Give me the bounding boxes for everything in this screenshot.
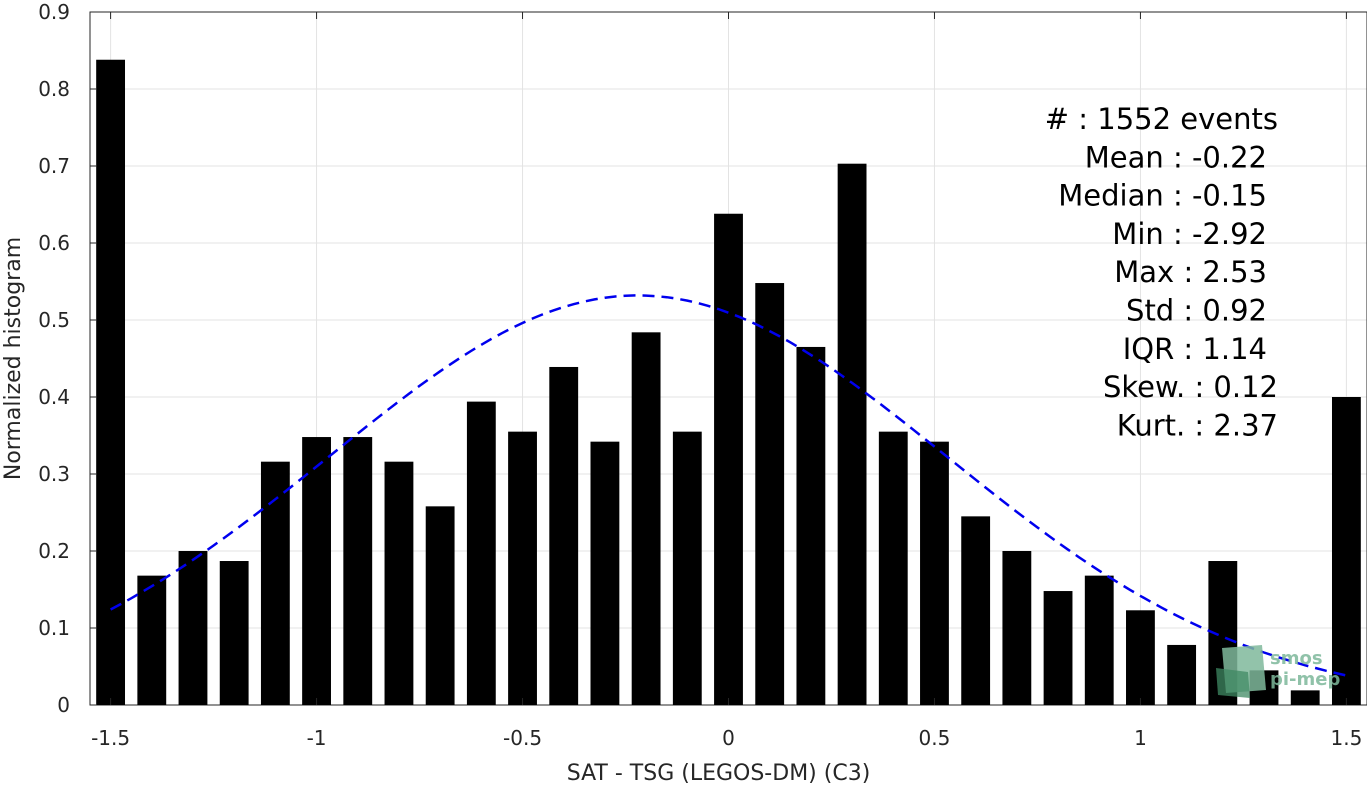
- stat-line: Median : -0.15: [1058, 179, 1267, 213]
- x-axis-label: SAT - TSG (LEGOS-DM) (C3): [567, 761, 871, 785]
- stat-line: Std : 0.92: [1126, 294, 1267, 328]
- histogram-bar: [1290, 690, 1320, 705]
- stat-line: Mean : -0.22: [1085, 140, 1267, 174]
- histogram-bar: [1331, 397, 1361, 705]
- logo-mark-shadow-icon: [1216, 668, 1250, 698]
- x-tick-label: 1.5: [1330, 726, 1362, 750]
- histogram-bar: [1043, 591, 1073, 705]
- histogram-bar: [961, 516, 991, 705]
- y-tick-label: 0.6: [38, 231, 70, 255]
- histogram-bar: [425, 506, 455, 705]
- histogram-bar: [549, 366, 579, 705]
- histogram-bar: [878, 431, 908, 705]
- histogram-bar: [755, 283, 785, 705]
- y-axis-label: Normalized histogram: [1, 237, 26, 480]
- stat-line: IQR : 1.14: [1123, 332, 1267, 366]
- histogram-bar: [466, 401, 496, 705]
- x-tick-label: -0.5: [503, 726, 542, 750]
- histogram-bar: [1002, 551, 1032, 705]
- histogram-bar: [178, 551, 208, 705]
- histogram-bar: [796, 346, 826, 705]
- y-tick-label: 0.9: [38, 0, 70, 24]
- histogram-bar: [590, 441, 620, 705]
- stat-line: Min : -2.92: [1112, 217, 1267, 251]
- histogram-bar: [219, 561, 249, 705]
- x-tick-label: 1: [1134, 726, 1147, 750]
- x-tick-label: -1.5: [91, 726, 130, 750]
- y-tick-label: 0.1: [38, 616, 70, 640]
- histogram-bar: [631, 332, 661, 705]
- y-tick-label: 0.3: [38, 462, 70, 486]
- histogram-bar: [1167, 644, 1197, 705]
- y-tick-label: 0: [57, 693, 70, 717]
- stat-line: # : 1552 events: [1045, 102, 1278, 136]
- histogram-bar: [1126, 610, 1155, 705]
- histogram-bar: [1084, 575, 1114, 705]
- bars: [96, 59, 1361, 706]
- x-tick-label: 0.5: [919, 726, 951, 750]
- x-tick-label: -1: [307, 726, 327, 750]
- histogram-bar: [837, 163, 867, 705]
- stat-line: Kurt. : 2.37: [1117, 408, 1278, 442]
- histogram-bar: [137, 575, 167, 705]
- histogram-bar: [96, 59, 126, 706]
- stat-line: Max : 2.53: [1114, 255, 1267, 289]
- normal-fit-curve: [110, 294, 1347, 677]
- x-axis-ticks: -1.5 -1 -0.5 0 0.5 1 1.5: [91, 12, 1362, 750]
- histogram-bar: [302, 437, 331, 705]
- histogram-bar: [714, 213, 743, 706]
- histogram-bar: [384, 461, 414, 705]
- histogram-bar: [920, 441, 949, 705]
- histogram-bar: [672, 431, 702, 705]
- x-tick-label: 0: [722, 726, 735, 750]
- y-tick-label: 0.2: [38, 539, 70, 563]
- histogram-bar: [343, 437, 373, 705]
- logo-text-pimep: pi-mep: [1270, 669, 1340, 690]
- y-axis-ticks: 0 0.1 0.2 0.3 0.4 0.5 0.6 0.7 0.8 0.9: [38, 0, 97, 717]
- histogram-bar: [260, 461, 290, 705]
- histogram-bar: [508, 431, 537, 705]
- smos-pimep-logo: smos pi-mep: [1216, 645, 1340, 698]
- y-tick-label: 0.5: [38, 308, 70, 332]
- y-tick-label: 0.7: [38, 154, 70, 178]
- stat-line: Skew. : 0.12: [1103, 370, 1278, 404]
- logo-text-smos: smos: [1270, 648, 1323, 669]
- statistics-annotation: # : 1552 events Mean : -0.22 Median : -0.1…: [1045, 102, 1278, 442]
- y-tick-label: 0.4: [38, 385, 70, 409]
- y-tick-label: 0.8: [38, 77, 70, 101]
